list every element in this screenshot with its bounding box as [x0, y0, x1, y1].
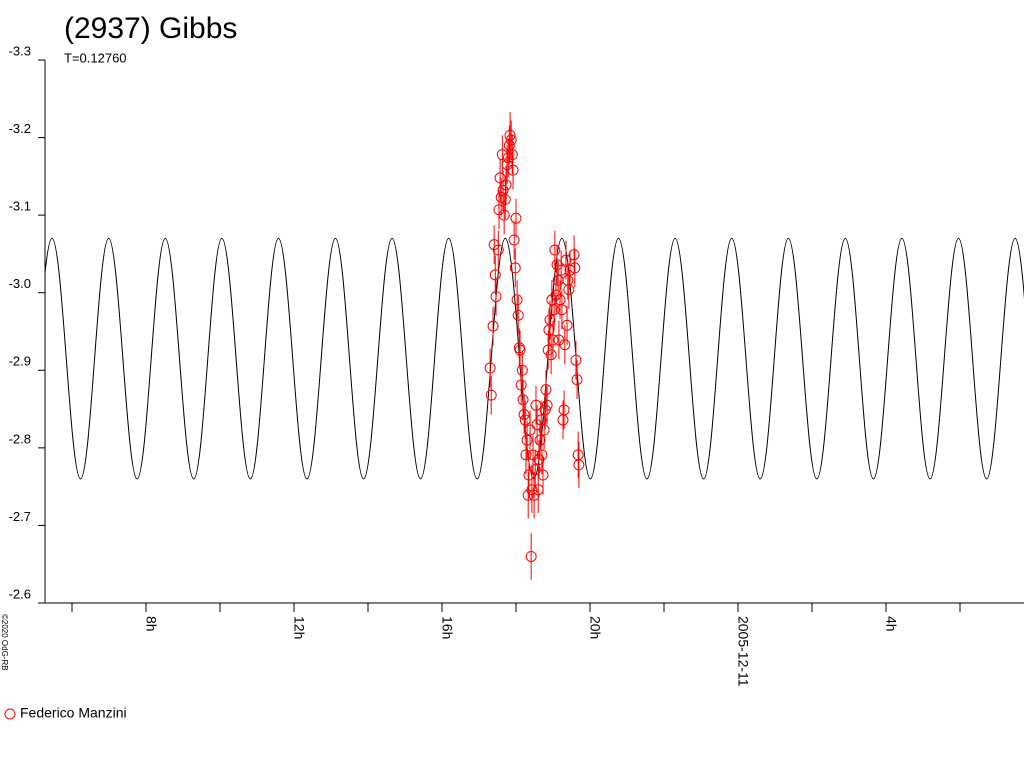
data-point [499, 194, 511, 206]
y-tick-label: -3.1 [9, 199, 31, 214]
y-tick-label: -2.6 [9, 586, 31, 601]
data-point [555, 264, 567, 276]
data-point [548, 304, 560, 316]
data-point [536, 449, 548, 461]
data-point [501, 159, 513, 171]
data-point [541, 399, 553, 411]
data-point [502, 152, 514, 164]
data-point [545, 349, 557, 361]
data-point [564, 264, 576, 276]
data-point [540, 384, 552, 396]
data-point [506, 149, 518, 161]
data-point [490, 291, 502, 303]
data-point [551, 259, 563, 271]
x-tick-label: 12h [291, 616, 307, 639]
data-point [507, 164, 519, 176]
data-point [509, 262, 521, 274]
data-point [547, 334, 559, 346]
data-point [518, 409, 530, 421]
data-point [504, 129, 516, 141]
x-tick-label: 2005-12-11 [735, 616, 751, 687]
x-tick-label: 8h [143, 616, 159, 632]
plot-area [45, 111, 1024, 580]
data-point [484, 362, 496, 374]
data-point [517, 394, 529, 406]
data-point [498, 209, 510, 221]
y-tick-label: -2.7 [9, 509, 31, 524]
data-point [569, 262, 581, 274]
y-tick-label: -2.9 [9, 354, 31, 369]
data-point [537, 469, 549, 481]
legend-label: Federico Manzini [20, 705, 127, 721]
data-point [530, 399, 542, 411]
data-point [489, 269, 501, 281]
data-point [505, 134, 517, 146]
data-point [512, 309, 524, 321]
data-point [526, 484, 538, 496]
y-tick-label: -3.0 [9, 276, 31, 291]
data-point [559, 339, 571, 351]
chart-subtitle: T=0.12760 [64, 50, 127, 65]
y-tick-label: -2.8 [9, 431, 31, 446]
data-point [573, 459, 585, 471]
data-point [488, 239, 500, 251]
data-point [516, 364, 528, 376]
data-point [523, 469, 535, 481]
data-point [535, 414, 547, 426]
data-point [494, 172, 506, 184]
data-point [514, 344, 526, 356]
data-point [568, 249, 580, 261]
data-point [538, 424, 550, 436]
data-point [525, 550, 537, 562]
data-point [519, 414, 531, 426]
data-point [520, 449, 532, 461]
data-point [562, 274, 574, 286]
data-point [544, 314, 556, 326]
data-point [539, 404, 551, 416]
data-point [515, 379, 527, 391]
data-point [549, 244, 561, 256]
x-tick-label: 20h [587, 616, 603, 639]
x-tick-label: 16h [439, 616, 455, 639]
data-point [556, 304, 568, 316]
data-point [492, 244, 504, 256]
data-point [511, 294, 523, 306]
data-point [500, 179, 512, 191]
data-point [563, 284, 575, 296]
data-point [561, 319, 573, 331]
data-point [571, 374, 583, 386]
data-point [534, 434, 546, 446]
data-point [508, 234, 520, 246]
data-point [524, 424, 536, 436]
data-point [487, 320, 499, 332]
x-tick-label: 4h [883, 616, 899, 632]
y-tick-label: -3.3 [9, 43, 31, 58]
data-point [521, 434, 533, 446]
chart-title: (2937) Gibbs [64, 12, 237, 45]
data-point [532, 484, 544, 496]
credit: ©2020 OdG-RB [0, 614, 9, 671]
data-point [510, 212, 522, 224]
data-point [570, 354, 582, 366]
legend-marker [4, 708, 16, 720]
data-point [522, 489, 534, 501]
data-point [558, 404, 570, 416]
data-point [529, 464, 541, 476]
y-tick-label: -3.2 [9, 121, 31, 136]
data-point [560, 254, 572, 266]
data-point [528, 489, 540, 501]
data-point [485, 389, 497, 401]
